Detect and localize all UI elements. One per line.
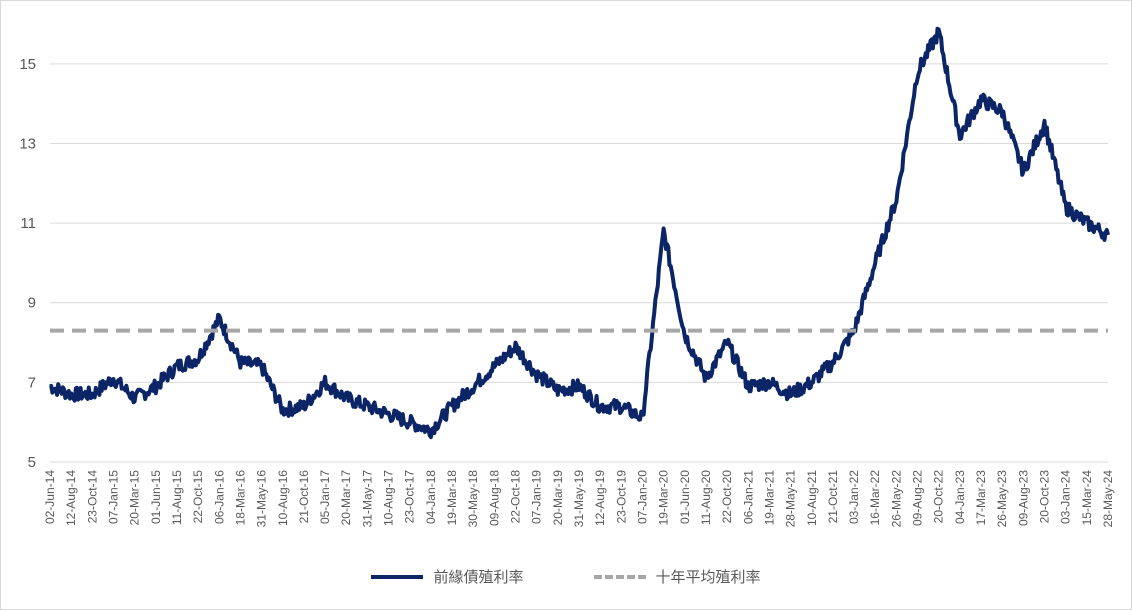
x-tick-label: 09-Aug-23: [1016, 470, 1030, 526]
x-tick-label: 18-Mar-16: [233, 470, 247, 526]
y-tick-label: 7: [28, 374, 36, 391]
x-tick-label: 03-Jan-24: [1059, 470, 1073, 524]
x-tick-label: 31-May-19: [572, 470, 586, 528]
x-tick-label: 23-Oct-17: [403, 470, 417, 524]
x-tick-label: 26-May-23: [995, 470, 1009, 528]
y-tick-label: 11: [20, 215, 36, 232]
x-tick-label: 19-Mar-21: [762, 470, 776, 526]
x-tick-label: 10-Aug-16: [276, 470, 290, 526]
x-tick-label: 28-May-21: [784, 470, 798, 528]
line-chart: 5 7 9 11 13 15 02-Jun-14 12-Aug-14 23-Oct-14 07-…: [19, 26, 1115, 528]
x-tick-label: 26-May-22: [889, 470, 903, 528]
x-tick-label: 31-May-16: [255, 470, 269, 528]
y-tick-label: 9: [28, 295, 36, 312]
x-tick-label: 19-Mar-20: [657, 470, 671, 526]
x-tick-label: 10-Aug-21: [805, 470, 819, 526]
x-tick-label: 22-Oct-18: [509, 470, 523, 524]
x-tick-label: 11-Aug-15: [170, 470, 184, 525]
x-tick-label: 01-Jun-20: [678, 470, 692, 524]
x-tick-label: 03-Jan-22: [847, 470, 861, 524]
x-tick-label: 07-Jan-15: [106, 470, 120, 524]
x-tick-label: 21-Oct-16: [297, 470, 311, 524]
x-tick-label: 20-Mar-17: [339, 470, 353, 526]
legend-label-series-1: 前緣債殖利率: [433, 568, 524, 586]
y-tick-label: 13: [19, 135, 36, 152]
x-tick-label: 15-Mar-24: [1080, 470, 1094, 526]
x-tick-label: 07-Jan-20: [635, 470, 649, 524]
legend-item-series-2: 十年平均殖利率: [593, 566, 761, 587]
x-tick-label: 22-Oct-15: [191, 470, 205, 524]
x-tick-label: 10-Aug-17: [382, 470, 396, 526]
legend-item-series-1: 前緣債殖利率: [371, 566, 524, 587]
x-tick-label: 12-Aug-14: [64, 470, 78, 526]
y-tick-label: 5: [28, 454, 36, 471]
x-tick-label: 20-Mar-19: [551, 470, 565, 526]
x-tick-label: 17-Mar-23: [974, 470, 988, 526]
x-tick-label: 09-Aug-22: [911, 470, 925, 526]
x-tick-label: 11-Aug-20: [699, 470, 713, 525]
x-tick-label: 04-Jan-23: [953, 470, 967, 524]
x-tick-label: 20-Oct-22: [932, 470, 946, 524]
legend: 前緣債殖利率 十年平均殖利率: [0, 566, 1132, 587]
x-tick-label: 31-May-17: [360, 470, 374, 528]
x-tick-label: 23-Oct-14: [85, 470, 99, 524]
x-tick-label: 06-Jan-21: [741, 470, 755, 524]
series-line-yield: [49, 26, 1110, 440]
y-axis-tick-labels: 5 7 9 11 13 15: [19, 56, 36, 471]
x-tick-label: 28-May-24: [1101, 470, 1115, 528]
x-tick-label: 21-Oct-21: [826, 470, 840, 524]
x-tick-label: 20-Oct-23: [1038, 470, 1052, 524]
x-tick-label: 05-Jan-17: [318, 470, 332, 524]
x-tick-label: 23-Oct-19: [614, 470, 628, 524]
legend-swatch-solid: [371, 574, 424, 579]
x-tick-label: 02-Jun-14: [43, 470, 57, 524]
x-tick-label: 20-Mar-15: [128, 470, 142, 526]
legend-label-series-2: 十年平均殖利率: [655, 568, 761, 586]
x-tick-label: 01-Jun-15: [149, 470, 163, 524]
legend-swatch-dashed: [593, 574, 646, 579]
y-tick-label: 15: [19, 56, 36, 73]
gridlines: [50, 63, 1108, 463]
x-tick-label: 22-Oct-20: [720, 470, 734, 524]
x-tick-label: 07-Jan-19: [530, 470, 544, 524]
x-tick-label: 06-Jan-16: [212, 470, 226, 524]
x-tick-label: 09-Aug-18: [487, 470, 501, 526]
x-axis-tick-labels: 02-Jun-14 12-Aug-14 23-Oct-14 07-Jan-15 20-M…: [43, 470, 1115, 528]
x-tick-label: 19-Mar-18: [445, 470, 459, 526]
x-tick-label: 16-Mar-22: [868, 470, 882, 526]
series-group: [49, 26, 1110, 440]
x-tick-label: 30-May-18: [466, 470, 480, 528]
x-tick-label: 12-Aug-19: [593, 470, 607, 526]
x-tick-label: 04-Jan-18: [424, 470, 438, 524]
